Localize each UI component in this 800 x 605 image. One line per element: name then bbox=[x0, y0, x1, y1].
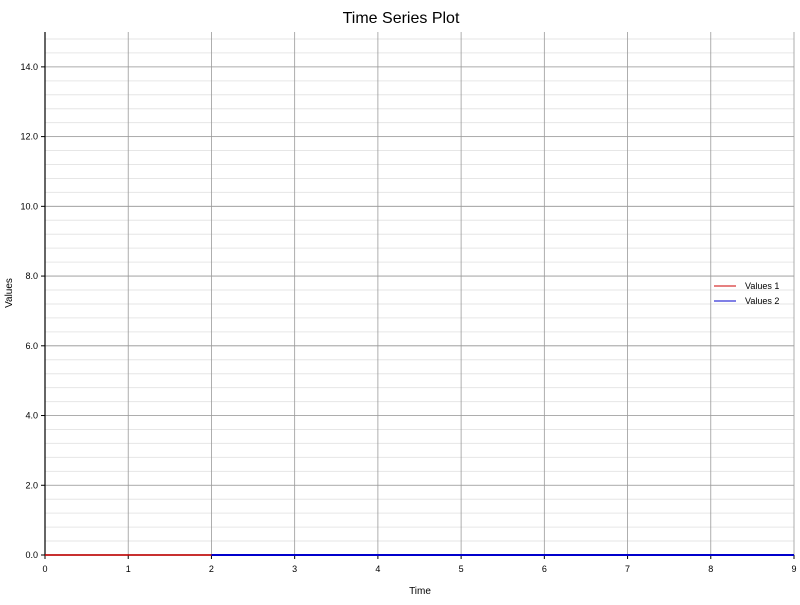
legend-label-values-1: Values 1 bbox=[745, 281, 779, 291]
x-tick-label: 6 bbox=[542, 564, 547, 574]
x-tick-label: 8 bbox=[708, 564, 713, 574]
x-tick-label: 9 bbox=[791, 564, 796, 574]
y-tick-label: 8.0 bbox=[25, 271, 38, 281]
x-tick-label: 4 bbox=[375, 564, 380, 574]
x-tick-label: 2 bbox=[209, 564, 214, 574]
y-tick-label: 12.0 bbox=[20, 132, 38, 142]
x-tick-label: 1 bbox=[126, 564, 131, 574]
y-tick-label: 6.0 bbox=[25, 341, 38, 351]
x-tick-label: 7 bbox=[625, 564, 630, 574]
x-tick-label: 3 bbox=[292, 564, 297, 574]
y-axis-label: Values bbox=[4, 278, 15, 308]
legend: Values 1 Values 2 bbox=[714, 281, 779, 306]
x-axis-label: Time bbox=[409, 586, 431, 597]
y-tick-label: 0.0 bbox=[25, 550, 38, 560]
tick-labels: 0.0 2.0 4.0 6.0 8.0 10.0 12.0 14.0 0 1 2 3 4 5 6 7 8 9 bbox=[20, 62, 796, 574]
x-tick-label: 0 bbox=[42, 564, 47, 574]
y-tick-label: 10.0 bbox=[20, 201, 38, 211]
chart-title: Time Series Plot bbox=[343, 10, 460, 27]
y-tick-label: 2.0 bbox=[25, 480, 38, 490]
legend-label-values-2: Values 2 bbox=[745, 296, 779, 306]
axes bbox=[41, 32, 795, 559]
grid bbox=[45, 32, 795, 556]
y-tick-label: 4.0 bbox=[25, 411, 38, 421]
y-tick-label: 14.0 bbox=[20, 62, 38, 72]
x-tick-label: 5 bbox=[459, 564, 464, 574]
